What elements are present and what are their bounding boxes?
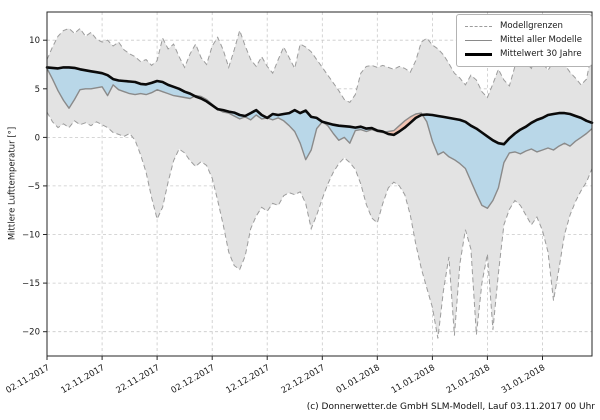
legend-item-modellgrenzen: Modellgrenzen xyxy=(464,19,582,33)
x-tick-label: 22.11.2017 xyxy=(114,363,161,396)
y-axis-label: Mittlere Lufttemperatur [°] xyxy=(7,126,18,241)
solid-line-sample xyxy=(464,39,492,41)
x-tick-label: 12.12.2017 xyxy=(225,363,272,396)
y-tick-label: 10 xyxy=(29,36,40,46)
y-tick-label: −15 xyxy=(22,279,40,289)
x-tick-label: 22.12.2017 xyxy=(280,363,327,396)
x-tick-label: 21.01.2018 xyxy=(445,363,492,396)
y-tick-label: −10 xyxy=(22,231,40,241)
legend: Modellgrenzen Mittel aller Modelle Mitte… xyxy=(455,14,592,67)
x-tick-label: 02.12.2017 xyxy=(170,363,217,396)
legend-label: Mittel aller Modelle xyxy=(499,35,582,45)
x-tick-label: 02.11.2017 xyxy=(4,363,51,396)
x-tick-label: 11.01.2018 xyxy=(390,363,437,396)
y-tick-label: −20 xyxy=(22,328,40,338)
y-tick-label: −5 xyxy=(27,182,40,192)
legend-item-mittel-aller-modelle: Mittel aller Modelle xyxy=(464,33,582,47)
chart-caption: (c) Donnerwetter.de GmbH SLM-Modell, Lau… xyxy=(306,402,595,412)
dashed-line-sample xyxy=(464,25,492,27)
x-tick-label: 12.11.2017 xyxy=(59,363,106,396)
x-tick-label: 31.01.2018 xyxy=(500,363,547,396)
bold-line-sample xyxy=(464,52,492,56)
legend-label: Mittelwert 30 Jahre xyxy=(499,49,582,59)
x-tick-label: 01.01.2018 xyxy=(335,363,382,396)
y-tick-label: 0 xyxy=(35,133,40,143)
y-tick-label: 5 xyxy=(35,85,40,95)
legend-label: Modellgrenzen xyxy=(499,21,563,31)
legend-item-mittelwert-30-jahre: Mittelwert 30 Jahre xyxy=(464,47,582,61)
